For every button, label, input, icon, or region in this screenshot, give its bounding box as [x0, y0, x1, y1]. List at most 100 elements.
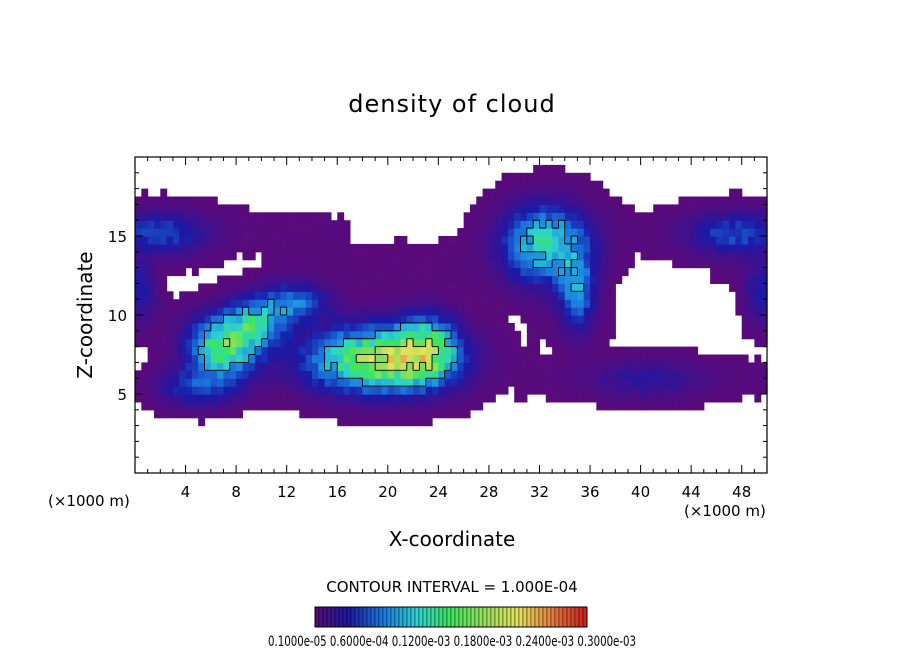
heatmap-cell: [286, 386, 294, 395]
heatmap-cell: [520, 394, 528, 403]
heatmap-cell: [160, 220, 168, 229]
heatmap-cell: [419, 275, 427, 284]
heatmap-cell: [349, 291, 357, 300]
heatmap-cell: [596, 370, 604, 379]
heatmap-cell: [558, 338, 566, 348]
heatmap-cell: [684, 394, 692, 403]
colorbar-cell: [370, 606, 376, 628]
heatmap-cell: [242, 346, 250, 356]
heatmap-cell: [318, 330, 326, 340]
heatmap-cell: [495, 354, 503, 363]
heatmap-cell: [495, 212, 503, 221]
colorbar-cell: [346, 606, 352, 628]
heatmap-cell: [267, 378, 275, 387]
heatmap-cell: [514, 386, 522, 395]
heatmap-cell: [299, 259, 307, 269]
heatmap-cell: [368, 259, 376, 269]
heatmap-cell: [741, 236, 749, 245]
heatmap-cell: [185, 330, 193, 340]
heatmap-cell: [640, 362, 648, 371]
heatmap-cell: [722, 220, 730, 229]
heatmap-cell: [741, 299, 749, 308]
heatmap-cell: [337, 378, 345, 387]
heatmap-cell: [387, 362, 395, 371]
heatmap-cell: [387, 354, 395, 363]
heatmap-cell: [425, 346, 433, 356]
heatmap-cell: [337, 243, 345, 253]
heatmap-cell: [469, 401, 477, 411]
heatmap-cell: [261, 236, 269, 245]
heatmap-cell: [179, 220, 187, 229]
heatmap-cell: [583, 204, 591, 213]
heatmap-cell: [381, 299, 389, 308]
heatmap-cell: [179, 362, 187, 371]
heatmap-cell: [684, 259, 692, 269]
heatmap-cell: [634, 362, 642, 371]
heatmap-cell: [135, 196, 142, 205]
heatmap-cell: [457, 322, 465, 332]
heatmap-cell: [217, 354, 225, 363]
heatmap-cell: [280, 394, 288, 403]
heatmap-cell: [185, 251, 193, 261]
heatmap-cell: [406, 291, 414, 300]
heatmap-cell: [735, 236, 743, 245]
heatmap-cell: [242, 362, 250, 371]
heatmap-cell: [223, 354, 231, 363]
heatmap-cell: [710, 220, 718, 229]
heatmap-cell: [217, 228, 225, 237]
heatmap-cell: [533, 299, 541, 308]
heatmap-cell: [520, 386, 528, 395]
heatmap-cell: [343, 228, 351, 237]
heatmap-cell: [349, 330, 357, 340]
heatmap-cell: [147, 362, 155, 371]
heatmap-cell: [552, 315, 560, 324]
heatmap-cell: [659, 362, 667, 371]
heatmap-cell: [691, 354, 699, 363]
heatmap-cell: [172, 370, 180, 379]
heatmap-cell: [400, 409, 408, 419]
heatmap-cell: [533, 307, 541, 316]
heatmap-cell: [646, 212, 654, 221]
heatmap-cell: [615, 401, 623, 411]
heatmap-cell: [627, 394, 635, 403]
heatmap-cell: [362, 394, 370, 403]
heatmap-cell: [451, 370, 458, 379]
heatmap-cell: [609, 243, 616, 253]
colorbar-cell: [374, 606, 380, 628]
heatmap-cell: [444, 338, 452, 348]
colorbar-cell: [466, 606, 472, 628]
heatmap-cell: [697, 354, 705, 363]
contour-interval-note: CONTOUR INTERVAL = 1.000E-04: [326, 578, 577, 596]
heatmap-cell: [368, 251, 376, 261]
heatmap-cell: [311, 394, 319, 403]
heatmap-cell: [558, 259, 566, 269]
heatmap-cell: [413, 338, 420, 348]
heatmap-cell: [141, 330, 149, 340]
heatmap-cell: [191, 228, 199, 237]
heatmap-cell: [362, 275, 370, 284]
heatmap-cell: [552, 243, 560, 253]
heatmap-cell: [495, 283, 503, 292]
heatmap-cell: [349, 275, 357, 284]
heatmap-cell: [741, 322, 749, 332]
heatmap-cell: [236, 394, 244, 403]
heatmap-cell: [703, 251, 711, 261]
heatmap-cell: [425, 322, 433, 332]
heatmap-cell: [545, 220, 553, 229]
heatmap-cell: [710, 354, 718, 363]
heatmap-cell: [539, 228, 547, 237]
heatmap-cell: [539, 212, 547, 221]
heatmap-cell: [185, 259, 193, 269]
heatmap-cell: [147, 322, 155, 332]
heatmap-cell: [558, 362, 566, 371]
heatmap-cell: [413, 243, 420, 253]
heatmap-cell: [495, 370, 503, 379]
heatmap-cell: [172, 307, 180, 316]
heatmap-cell: [558, 275, 566, 284]
heatmap-cell: [362, 401, 370, 411]
heatmap-cell: [400, 259, 408, 269]
heatmap-cell: [615, 212, 623, 221]
heatmap-cell: [135, 259, 142, 269]
heatmap-cell: [558, 354, 566, 363]
heatmap-cell: [596, 267, 604, 277]
